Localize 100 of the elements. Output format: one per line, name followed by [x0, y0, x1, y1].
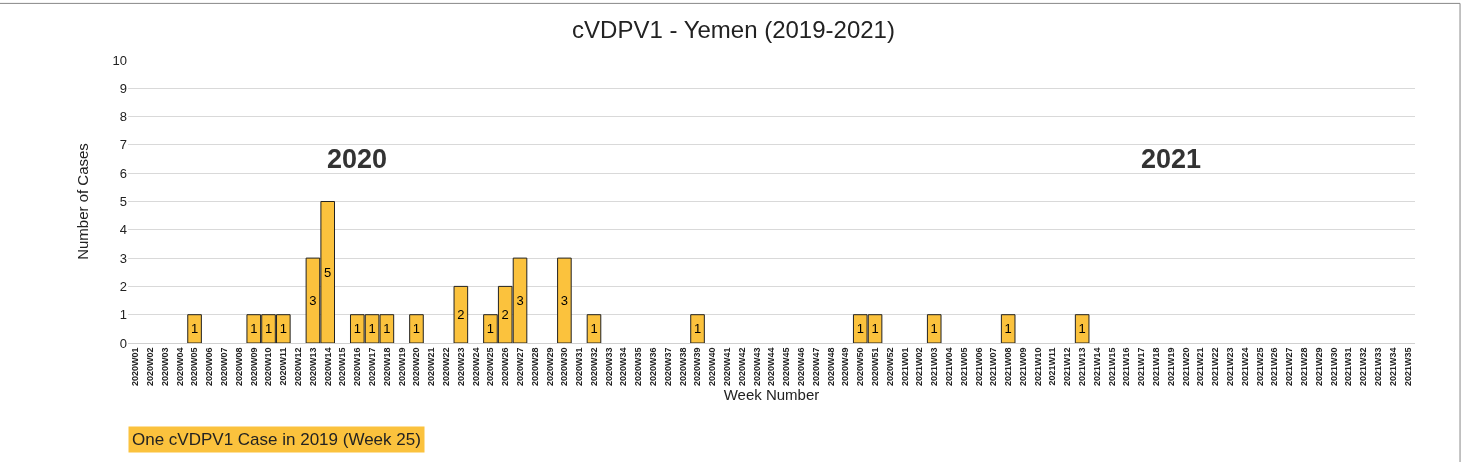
- x-tick-label: 2021W01: [899, 347, 910, 387]
- x-tick-label: 2020W32: [588, 347, 599, 387]
- bar: [557, 257, 572, 343]
- bar: [409, 314, 424, 343]
- x-tick-label: 2021W21: [1195, 347, 1206, 387]
- y-tick-label: 3: [119, 250, 127, 266]
- x-tick-label: 2020W02: [145, 347, 156, 387]
- x-tick-label: 2020W13: [307, 347, 318, 387]
- x-tick-label: 2020W27: [514, 347, 525, 387]
- x-tick-label: 2020W30: [559, 347, 570, 387]
- bar: [586, 314, 602, 343]
- data-label: 1: [930, 321, 938, 337]
- x-tick-label: 2021W14: [1091, 347, 1102, 387]
- x-tick-label: 2020W52: [884, 347, 895, 387]
- x-tick-label: 2021W32: [1358, 347, 1369, 387]
- x-tick-label: 2020W15: [337, 347, 348, 387]
- x-tick-label: 2020W07: [219, 347, 230, 387]
- x-tick-label: 2020W14: [322, 347, 333, 387]
- x-tick-label: 2020W10: [263, 347, 274, 387]
- text: One cVDPV1 Case in 2019 (Week 25): [132, 430, 421, 449]
- x-tick-label: 2020W36: [648, 347, 659, 387]
- y-tick-label: 2: [119, 278, 127, 294]
- x-tick-label: 2020W29: [544, 347, 555, 387]
- chart-title: cVDPV1 - Yemen (2019-2021): [572, 15, 895, 43]
- data-label: 1: [353, 321, 361, 337]
- x-tick-label: 2020W51: [869, 347, 880, 387]
- x-tick-label: 2020W26: [500, 347, 511, 387]
- x-tick-label: 2020W23: [455, 347, 466, 387]
- x-tick-label: 2021W26: [1269, 347, 1280, 387]
- data-label: 1: [856, 321, 864, 337]
- x-tick-label: 2020W49: [840, 347, 851, 387]
- x-tick-label: 2020W01: [130, 347, 141, 387]
- x-tick-label: 2020W24: [470, 347, 481, 387]
- bar: [1074, 314, 1090, 343]
- x-tick-label: 2020W28: [529, 347, 540, 387]
- x-tick-label: 2021W13: [1077, 347, 1088, 387]
- x-tick-label: 2020W20: [411, 347, 422, 387]
- x-tick-label: 2020W18: [381, 347, 392, 387]
- x-tick-label: 2020W33: [603, 347, 614, 387]
- y-tick-label: 5: [119, 194, 127, 210]
- x-tick-label: 2020W03: [159, 347, 170, 387]
- x-tick-label: 2020W45: [781, 347, 792, 387]
- x-tick-label: 2020W42: [736, 347, 747, 387]
- x-tick-label: 2021W07: [988, 347, 999, 387]
- x-tick-label: 2021W15: [1106, 347, 1117, 387]
- x-tick-label: 2020W41: [722, 347, 733, 387]
- data-label: 2: [457, 307, 465, 323]
- x-tick-label: 2020W38: [677, 347, 688, 387]
- bar: [690, 314, 705, 343]
- x-tick-label: 2021W23: [1225, 347, 1236, 387]
- x-tick-label: 2020W50: [855, 347, 866, 387]
- x-tick-label: 2021W29: [1313, 347, 1324, 387]
- x-tick-label: 2020W04: [174, 347, 185, 387]
- x-tick-label: 2021W09: [1017, 347, 1028, 387]
- data-label: 1: [383, 321, 391, 337]
- x-tick-label: 2021W06: [973, 347, 984, 387]
- x-tick-label: 2020W47: [810, 347, 821, 387]
- data-label: 3: [560, 293, 569, 309]
- x-tick-label: 2021W10: [1032, 347, 1043, 387]
- y-tick-label: 9: [119, 80, 127, 96]
- x-tick-label: 2020W34: [618, 347, 629, 387]
- y-tick-label: 1: [119, 307, 127, 323]
- x-tick-label: 2020W35: [633, 347, 644, 387]
- x-tick-label: 2021W34: [1387, 347, 1398, 387]
- x-tick-label: 2021W25: [1254, 347, 1265, 387]
- x-tick-label: 2021W27: [1284, 347, 1295, 387]
- data-label: 1: [412, 321, 421, 337]
- x-tick-label: 2020W16: [352, 347, 363, 387]
- x-tick-label: 2020W19: [396, 347, 407, 387]
- data-label: 1: [279, 321, 287, 337]
- y-tick-label: 4: [119, 222, 127, 238]
- data-label: 1: [190, 321, 199, 337]
- y-tick-label: 10: [112, 52, 127, 68]
- x-tick-label: 2021W17: [1136, 347, 1147, 387]
- x-tick-label: 2021W03: [929, 347, 940, 387]
- annotation: 2021: [1141, 144, 1202, 174]
- bar: [187, 314, 202, 343]
- data-label: 1: [871, 321, 879, 337]
- x-tick-label: 2020W22: [440, 347, 451, 387]
- x-tick-label: 2021W08: [1003, 347, 1014, 387]
- x-tick-label: 2020W31: [574, 347, 585, 387]
- x-tick-label: 2020W37: [662, 347, 673, 387]
- data-label: 3: [516, 293, 524, 309]
- x-tick-label: 2020W05: [189, 347, 200, 387]
- x-tick-label: 2020W39: [692, 347, 703, 387]
- x-tick-label: 2021W02: [914, 347, 925, 387]
- x-tick-label: 2020W48: [825, 347, 836, 387]
- x-tick-label: 2020W08: [233, 347, 244, 387]
- x-tick-label: 2020W12: [293, 347, 304, 387]
- x-tick-label: 2021W35: [1402, 347, 1413, 387]
- x-tick-label: 2021W18: [1151, 347, 1162, 387]
- bar: [453, 285, 469, 343]
- x-tick-label: 2021W16: [1121, 347, 1132, 387]
- x-tick-label: 2020W09: [248, 347, 259, 387]
- data-label: 1: [693, 321, 702, 337]
- x-tick-label: 2020W17: [367, 347, 378, 387]
- y-tick-label: 6: [119, 165, 127, 181]
- data-label: 1: [590, 321, 598, 337]
- data-label: 1: [264, 321, 273, 337]
- x-tick-label: 2020W06: [204, 347, 215, 387]
